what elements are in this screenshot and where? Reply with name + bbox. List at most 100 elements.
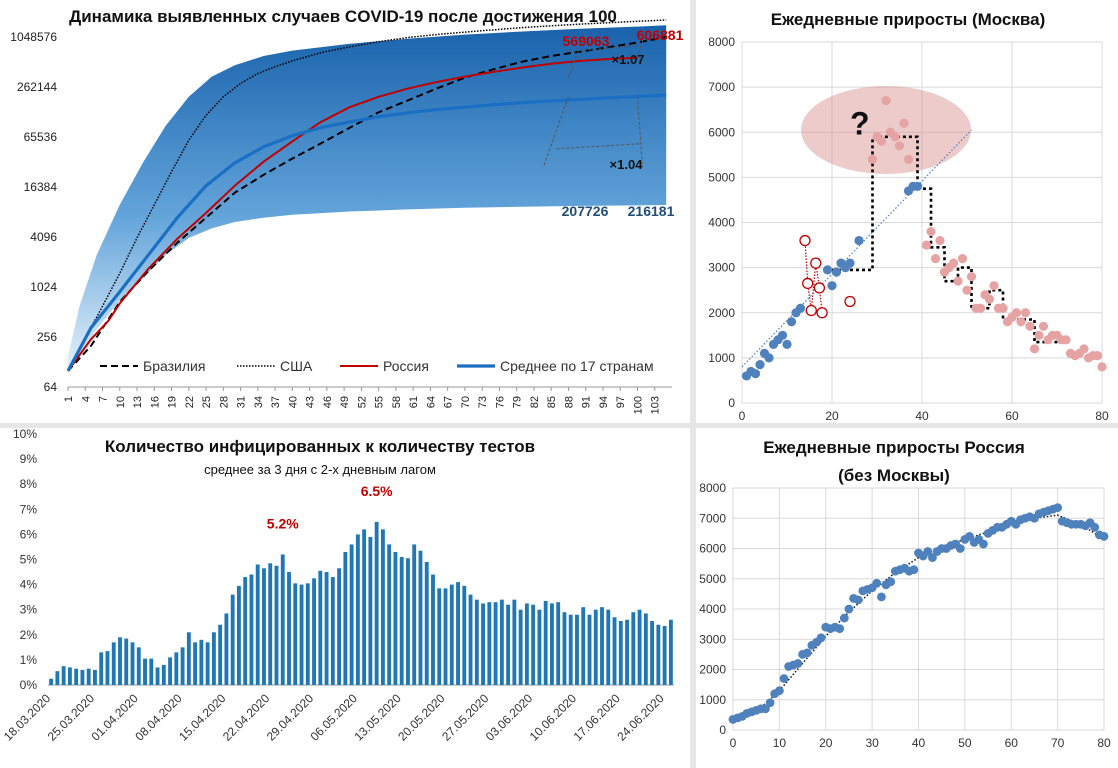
russia-daily-chart: Ежедневные приросты Россия (без Москвы) … [699, 438, 1111, 750]
x-tick-label: 1 [63, 396, 75, 402]
bar [99, 652, 104, 685]
data-point [1099, 532, 1109, 541]
bar [67, 667, 72, 685]
y-tick-label: 1024 [30, 280, 57, 294]
x-tick-label: 40 [912, 736, 926, 750]
bar [556, 602, 561, 685]
y-tick-label: 0% [20, 678, 38, 692]
bar [650, 620, 655, 685]
data-point-series-1 [894, 141, 905, 151]
x-tick-label: 37 [270, 396, 282, 408]
bar [262, 568, 266, 685]
bar [149, 658, 154, 685]
bar [218, 624, 223, 685]
x-tick-label: 55 [374, 396, 386, 408]
data-point [816, 633, 826, 643]
x-tick-label: 97 [615, 396, 627, 408]
y-tick-label: 8% [20, 477, 38, 491]
data-point-series-1 [921, 240, 932, 250]
bar [299, 584, 304, 685]
data-point [793, 659, 803, 668]
chart-title: Количество инфицированных к количеству т… [105, 437, 535, 456]
bar [418, 550, 423, 685]
y-tick-label: 5000 [708, 170, 735, 184]
bar [487, 602, 492, 685]
data-point-series-1 [1016, 317, 1026, 327]
chart-subtitle: среднее за 3 дня с 2-х дневным лагом [204, 462, 436, 477]
data-point-series-2 [813, 282, 826, 294]
data-point-series-2 [844, 295, 856, 308]
x-tick-label: 79 [512, 396, 524, 408]
bar [186, 632, 191, 685]
bar [543, 600, 548, 685]
bar [111, 642, 116, 685]
bar [587, 614, 592, 685]
data-point-series-1 [948, 258, 959, 268]
bar [287, 572, 291, 685]
data-point-series-1 [1020, 308, 1031, 318]
x-tick-label: 0 [730, 736, 737, 750]
chart-title-line2: (без Москвы) [838, 466, 950, 485]
bar [211, 632, 216, 685]
y-tick-label: 5% [20, 553, 38, 567]
x-tick-label: 31 [236, 396, 248, 408]
y-tick-label: 10% [13, 428, 37, 441]
bar [362, 529, 367, 685]
bar [55, 671, 60, 685]
data-point [923, 547, 933, 556]
legend-label: США [280, 358, 313, 374]
bar [105, 651, 110, 685]
x-tick-label: 28 [218, 396, 230, 408]
x-tick-label: 20 [819, 736, 833, 750]
x-tick-label: 82 [529, 396, 541, 408]
y-tick-label: 262144 [17, 80, 57, 94]
bar [143, 658, 147, 685]
bar [193, 642, 198, 685]
bar [462, 585, 467, 685]
data-point-series-1 [899, 118, 909, 128]
bar [449, 584, 454, 685]
data-point-series-1 [890, 132, 900, 142]
bar [437, 588, 442, 685]
data-point [1090, 522, 1100, 532]
bar [424, 562, 429, 685]
data-point [1053, 503, 1063, 513]
x-tick-label: 43 [305, 396, 317, 408]
data-point-series-0 [764, 353, 774, 363]
y-tick-label: 4096 [30, 230, 57, 244]
x-tick-label: 10 [115, 396, 127, 408]
data-point [909, 565, 919, 575]
data-point-series-1 [1038, 321, 1049, 331]
bar [249, 574, 254, 685]
data-point-series-0 [786, 317, 797, 327]
x-tick-label: 94 [598, 396, 610, 408]
bar [668, 619, 673, 685]
data-point [928, 553, 937, 562]
data-point-series-1 [984, 294, 995, 304]
bar [412, 544, 417, 685]
data-point-series-1 [1011, 308, 1022, 318]
y-tick-label: 2000 [699, 663, 726, 677]
x-tick-label: 91 [581, 396, 593, 408]
bar [255, 564, 260, 685]
x-tick-label: 49 [339, 396, 351, 408]
y-tick-label: 3% [20, 603, 38, 617]
y-tick-label: 64 [44, 380, 58, 394]
chart-panel-russia-daily: Ежедневные приросты Россия (без Москвы) … [696, 428, 1118, 768]
x-tick-label: 13 [132, 396, 144, 408]
data-point-series-1 [962, 285, 972, 295]
bar [136, 647, 141, 685]
bar [130, 642, 135, 685]
annotation-value: 216181 [628, 203, 675, 219]
y-tick-label: 8000 [699, 481, 726, 495]
annotation-value: 606881 [637, 27, 684, 43]
legend-label: Среднее по 17 странам [500, 358, 654, 374]
bar [180, 647, 185, 685]
bar [61, 666, 66, 685]
bar [268, 563, 273, 685]
y-tick-label: 3000 [708, 261, 735, 275]
bar [625, 619, 629, 685]
bar [368, 536, 373, 685]
y-tick-label: 16384 [24, 180, 58, 194]
data-point-series-2 [805, 304, 817, 317]
